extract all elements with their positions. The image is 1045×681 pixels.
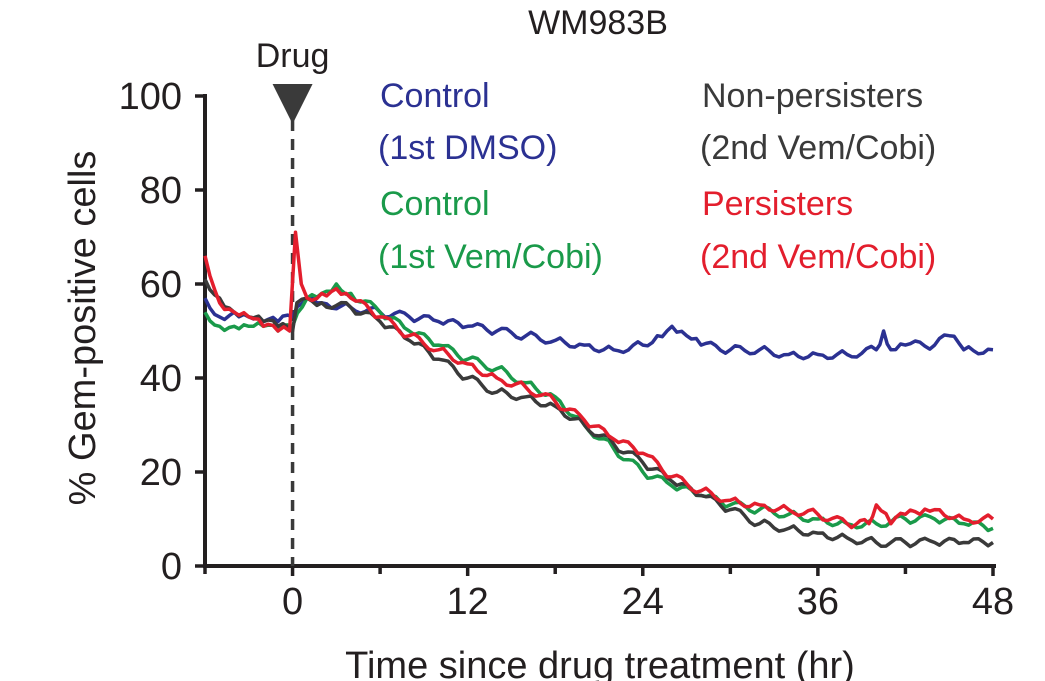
- x-tick-label-24: 24: [622, 581, 664, 623]
- legend-nonpersisters-line2: (2nd Vem/Cobi): [700, 129, 936, 167]
- x-tick-label-36: 36: [797, 581, 839, 623]
- legend-nonpersisters-line1: Non-persisters: [702, 77, 923, 115]
- drug-arrow-icon: [272, 84, 313, 124]
- legend-persisters-line2: (2nd Vem/Cobi): [700, 238, 936, 276]
- x-tick-label-48: 48: [972, 581, 1014, 623]
- series-line-control-1st-dmso: [203, 295, 994, 361]
- x-ticks: 0 12 24 36 48: [203, 566, 1014, 623]
- y-tick-label-40: 40: [140, 358, 182, 400]
- series-line-non-persisters-2nd-vem-cobi: [203, 278, 994, 549]
- chart-title: WM983B: [528, 4, 668, 42]
- y-tick-label-60: 60: [140, 264, 182, 306]
- drug-label: Drug: [256, 37, 330, 75]
- y-tick-label-0: 0: [161, 546, 182, 588]
- y-axis-label: % Gem-positive cells: [62, 151, 104, 506]
- series-line-control-1st-vem-cobi: [203, 282, 994, 533]
- y-ticks: 0 20 40 60 80 100: [119, 76, 205, 588]
- legend-control-dmso-line1: Control: [380, 77, 490, 115]
- y-tick-label-100: 100: [119, 76, 182, 118]
- y-tick-label-80: 80: [140, 170, 182, 212]
- legend: Control (1st DMSO) Control (1st Vem/Cobi…: [378, 77, 936, 276]
- y-tick-label-20: 20: [140, 452, 182, 494]
- legend-control-vemcobi-line2: (1st Vem/Cobi): [378, 238, 603, 276]
- legend-control-dmso-line2: (1st DMSO): [378, 129, 557, 167]
- x-tick-label-12: 12: [447, 581, 489, 623]
- series-group: [203, 230, 995, 549]
- legend-persisters-line1: Persisters: [702, 185, 853, 223]
- x-axis-label: Time since drug treatment (hr): [345, 645, 855, 681]
- x-tick-label-0: 0: [282, 581, 303, 623]
- series-line-persisters-2nd-vem-cobi: [203, 230, 995, 530]
- legend-control-vemcobi-line1: Control: [380, 185, 490, 223]
